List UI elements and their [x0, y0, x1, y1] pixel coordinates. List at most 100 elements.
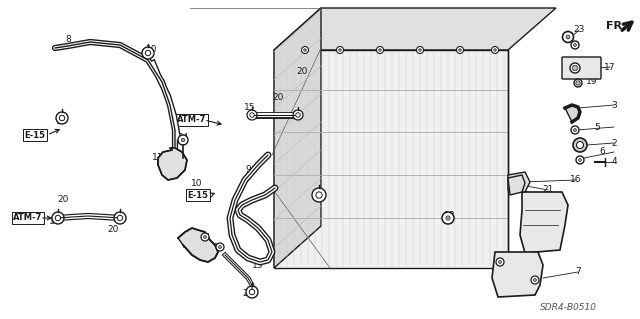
Circle shape [566, 35, 570, 39]
Text: 20: 20 [192, 248, 204, 256]
Circle shape [250, 289, 255, 295]
Circle shape [246, 286, 258, 298]
Circle shape [492, 47, 499, 54]
Text: 24: 24 [177, 132, 189, 142]
Circle shape [181, 138, 185, 142]
Circle shape [446, 216, 450, 220]
Text: ATM-7: ATM-7 [13, 213, 43, 222]
Text: 15: 15 [244, 103, 256, 113]
Circle shape [496, 258, 504, 266]
Text: E-15: E-15 [188, 190, 209, 199]
Text: 21: 21 [542, 186, 554, 195]
Text: E-15: E-15 [24, 130, 45, 139]
Circle shape [312, 188, 326, 202]
Circle shape [293, 110, 303, 120]
Circle shape [201, 233, 209, 241]
Circle shape [577, 142, 584, 149]
Text: 24: 24 [212, 242, 223, 251]
Polygon shape [508, 172, 530, 192]
Circle shape [579, 159, 581, 161]
Circle shape [531, 276, 539, 284]
Circle shape [142, 47, 154, 59]
Polygon shape [520, 192, 568, 253]
Text: 1: 1 [524, 190, 530, 199]
Circle shape [571, 126, 579, 134]
Circle shape [219, 246, 221, 249]
Circle shape [339, 49, 341, 51]
Text: 18: 18 [444, 211, 456, 219]
Circle shape [60, 115, 65, 121]
Text: 12: 12 [182, 241, 194, 249]
Text: 8: 8 [65, 35, 71, 44]
Text: 16: 16 [570, 175, 582, 184]
Text: 10: 10 [314, 189, 326, 197]
Text: 22: 22 [497, 263, 509, 272]
Text: 5: 5 [594, 122, 600, 131]
Circle shape [178, 135, 188, 145]
Circle shape [573, 138, 587, 152]
Text: 14: 14 [49, 218, 61, 226]
Text: 20: 20 [296, 68, 308, 77]
Text: 11: 11 [152, 152, 164, 161]
Text: 13: 13 [252, 261, 264, 270]
Text: ATM-7: ATM-7 [177, 115, 207, 124]
Text: 9: 9 [245, 166, 251, 174]
Circle shape [247, 110, 257, 120]
Circle shape [250, 113, 254, 117]
Polygon shape [274, 8, 556, 50]
Circle shape [376, 47, 383, 54]
Polygon shape [492, 252, 543, 297]
Circle shape [576, 156, 584, 164]
Text: 17: 17 [604, 63, 616, 71]
Circle shape [563, 32, 573, 42]
Circle shape [419, 49, 421, 51]
Circle shape [494, 49, 496, 51]
Circle shape [52, 212, 64, 224]
Polygon shape [158, 148, 187, 180]
Text: 10: 10 [191, 179, 203, 188]
Circle shape [56, 112, 68, 124]
Circle shape [456, 47, 463, 54]
Circle shape [301, 47, 308, 54]
Circle shape [296, 113, 300, 117]
Circle shape [316, 192, 322, 198]
Text: 6: 6 [599, 147, 605, 157]
Polygon shape [572, 65, 578, 70]
Polygon shape [575, 81, 580, 85]
Circle shape [337, 47, 344, 54]
Circle shape [216, 243, 224, 251]
Text: 2: 2 [611, 138, 617, 147]
Text: 23: 23 [573, 26, 585, 34]
Text: 24: 24 [200, 233, 211, 241]
Circle shape [573, 129, 577, 131]
Circle shape [574, 79, 582, 87]
Text: 20: 20 [108, 226, 118, 234]
Text: 10: 10 [56, 117, 68, 127]
Text: 7: 7 [575, 268, 581, 277]
Circle shape [114, 212, 126, 224]
Circle shape [459, 49, 461, 51]
Circle shape [499, 261, 501, 263]
Circle shape [117, 215, 123, 221]
Circle shape [204, 236, 206, 238]
Text: 3: 3 [611, 100, 617, 109]
Circle shape [417, 47, 424, 54]
Circle shape [573, 44, 577, 46]
Polygon shape [508, 175, 525, 195]
Polygon shape [274, 50, 508, 268]
Text: FR.: FR. [606, 21, 627, 31]
Circle shape [442, 212, 454, 224]
Circle shape [145, 50, 150, 56]
Circle shape [379, 49, 381, 51]
Polygon shape [565, 105, 580, 122]
Text: SDR4-B0510: SDR4-B0510 [540, 302, 596, 311]
Polygon shape [178, 228, 218, 262]
Text: 20: 20 [58, 196, 68, 204]
Text: 4: 4 [611, 158, 617, 167]
Polygon shape [274, 8, 321, 268]
Circle shape [304, 49, 306, 51]
Circle shape [534, 278, 536, 281]
Circle shape [570, 63, 580, 73]
Text: 10: 10 [147, 46, 157, 55]
Text: 20: 20 [243, 288, 253, 298]
